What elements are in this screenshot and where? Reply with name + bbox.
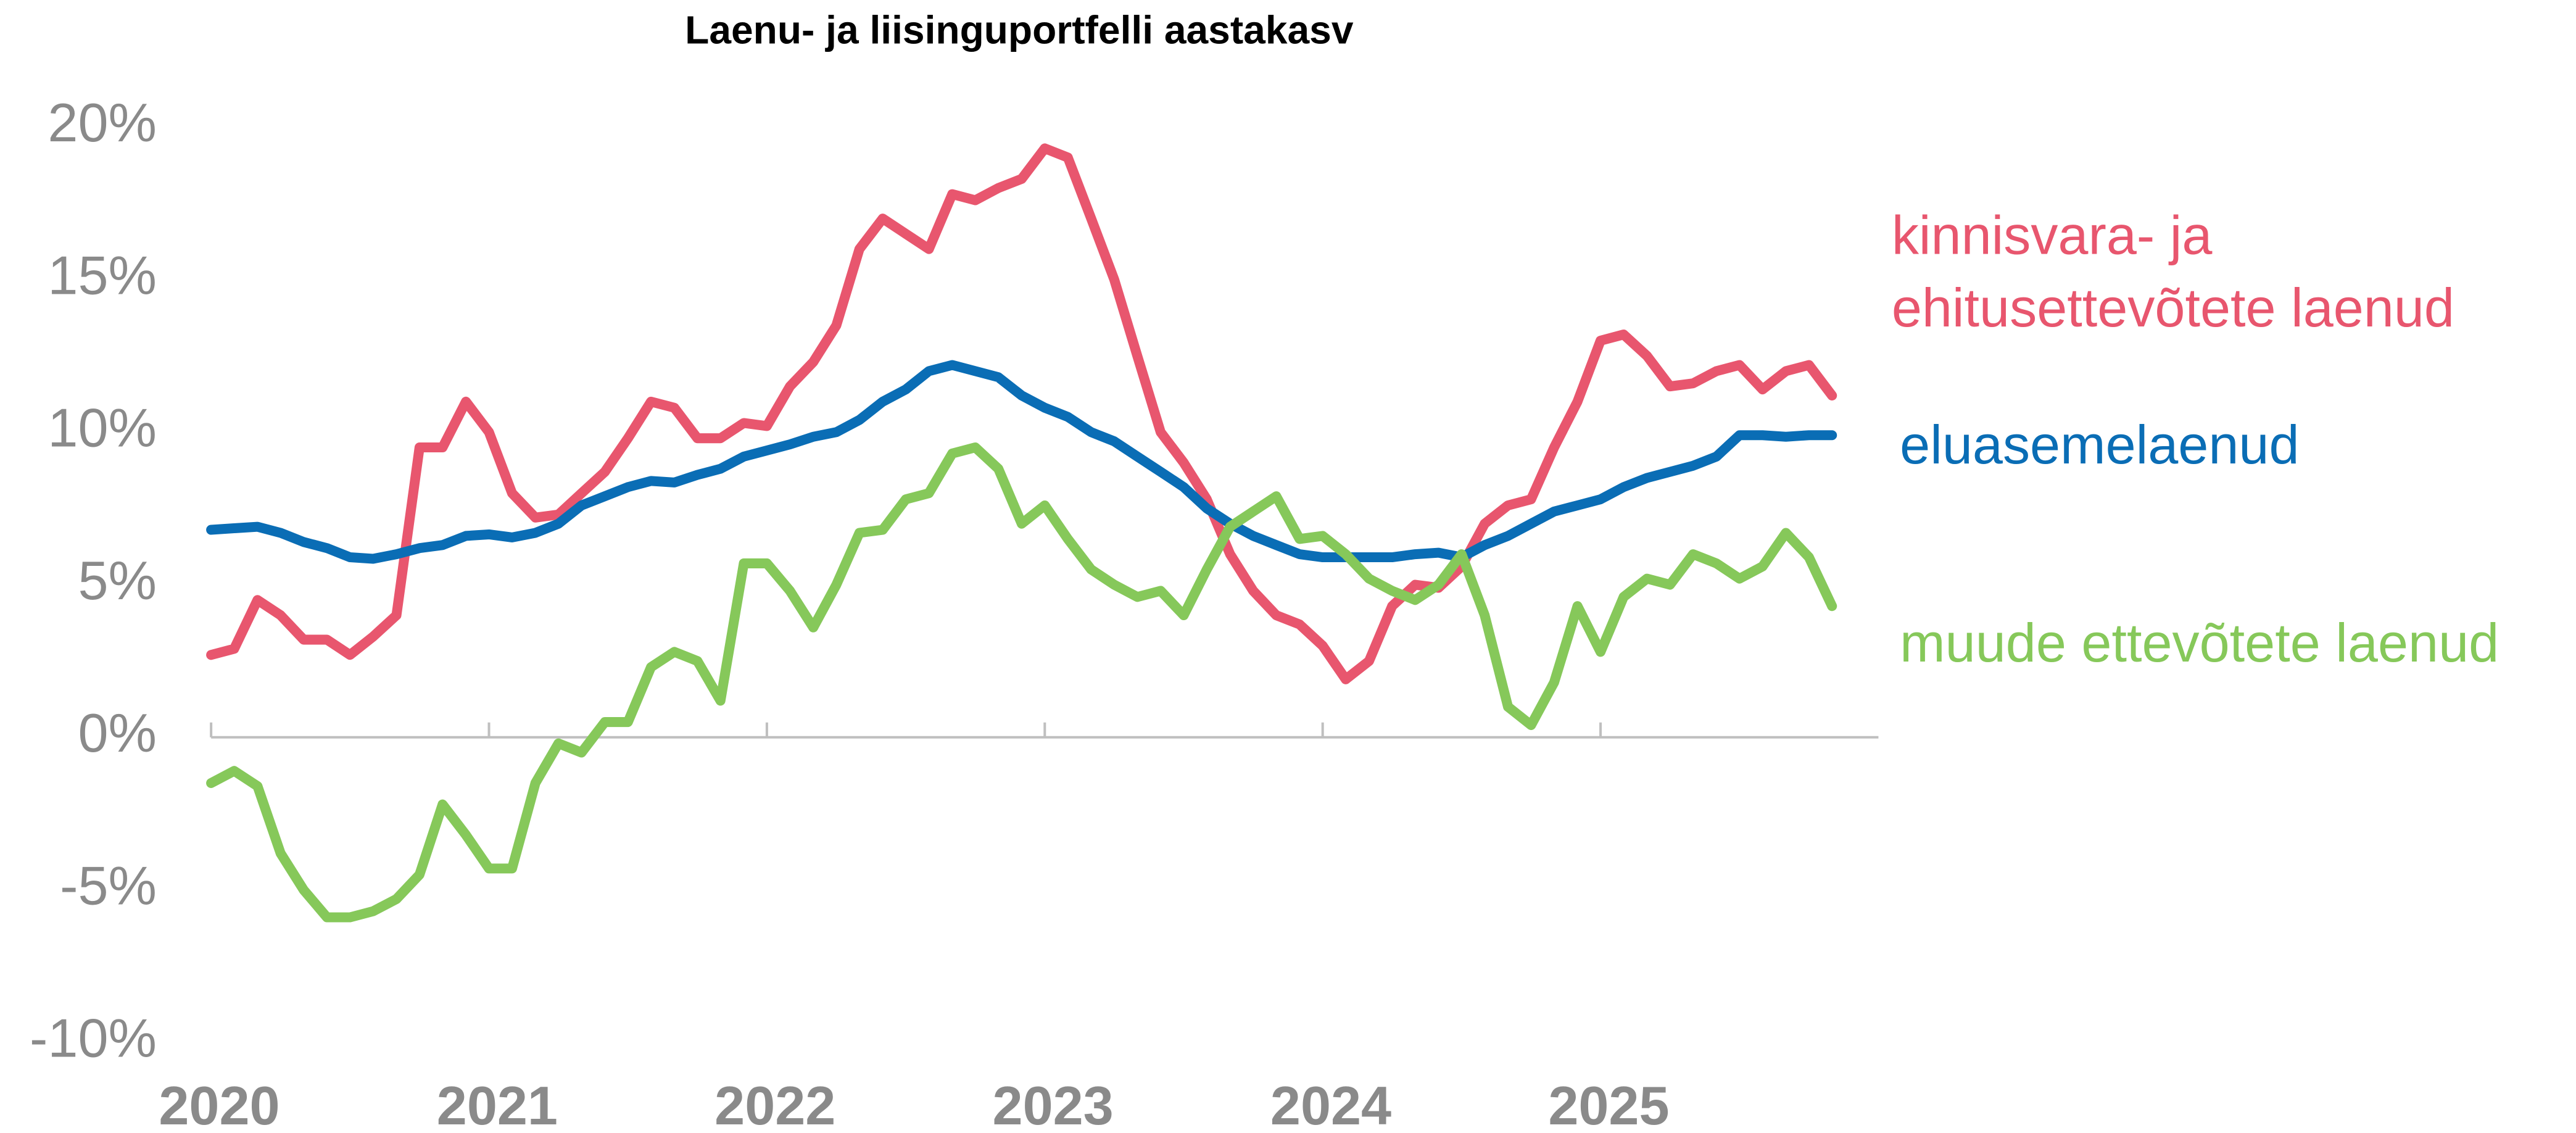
line-series — [206, 442, 1837, 923]
y-tick-label: -5% — [60, 855, 157, 916]
chart-title: Laenu- ja liisinguportfelli aastakasv — [685, 7, 1354, 52]
x-tick-label: 2021 — [437, 1075, 558, 1133]
y-tick-label: 5% — [78, 550, 156, 611]
x-tick-label: 2024 — [1270, 1075, 1391, 1133]
legend-label: kinnisvara- ja ehitusettevõtete laenud — [1891, 204, 2454, 338]
x-tick-label: 2020 — [159, 1075, 280, 1133]
legend-label: eluasemelaenud — [1900, 413, 2300, 475]
x-tick-label: 2022 — [714, 1075, 835, 1133]
y-tick-label: 0% — [78, 702, 156, 763]
y-tick-label: 20% — [48, 92, 157, 153]
y-tick-label: 15% — [48, 244, 157, 305]
x-tick-label: 2025 — [1548, 1075, 1669, 1133]
y-tick-label: 10% — [48, 397, 157, 459]
legend-label: muude ettevõtete laenud — [1900, 612, 2499, 673]
y-tick-label: -10% — [30, 1008, 157, 1069]
x-tick-label: 2023 — [993, 1075, 1114, 1133]
line-series — [206, 143, 1837, 684]
line-series — [206, 360, 1837, 564]
